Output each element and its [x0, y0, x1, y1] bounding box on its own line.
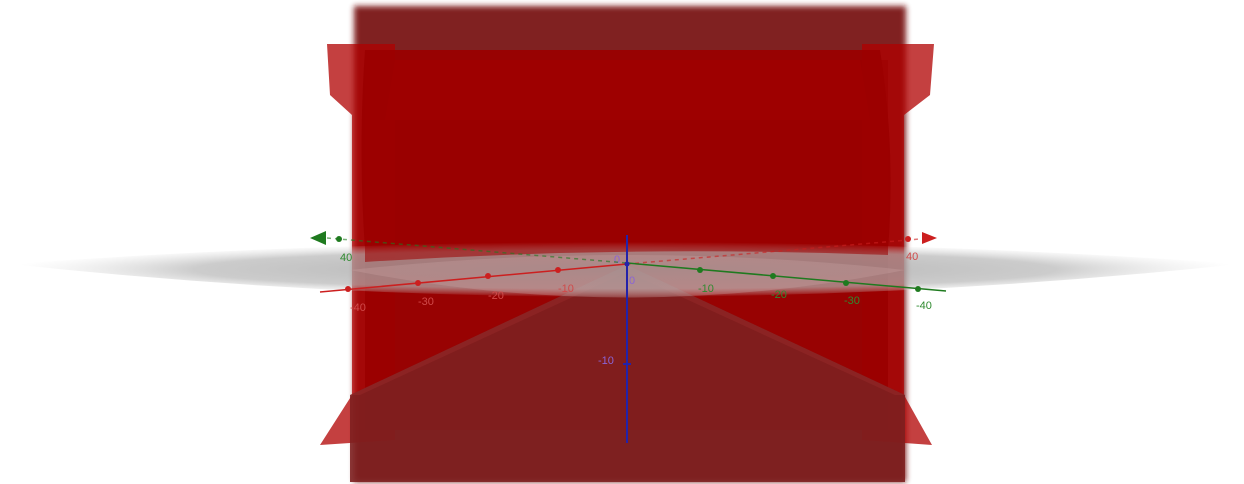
y-tick-label: -30	[844, 295, 860, 307]
x-tick-dot	[415, 280, 421, 286]
x-end-dot	[905, 236, 911, 242]
x-axis-arrow-icon	[922, 232, 937, 244]
y-tick-dot	[770, 273, 776, 279]
x-tick-dot	[555, 267, 561, 273]
y-axis-arrow-icon	[310, 231, 326, 245]
x-tick-dot	[345, 286, 351, 292]
y-end-label: 40	[340, 252, 352, 264]
y-tick-label: -10	[698, 283, 714, 295]
z-tick-label: -10	[598, 355, 614, 367]
surface-upper-front	[365, 60, 888, 262]
x-tick-label: -10	[558, 283, 574, 295]
y-tick-dot	[697, 267, 703, 273]
z-axis: 0 0 -10	[598, 235, 635, 443]
x-end-label: 40	[906, 251, 918, 263]
origin-point	[624, 261, 630, 267]
x-tick-label: -30	[418, 296, 434, 308]
y-tick-dot	[915, 286, 921, 292]
y-tick-dot	[843, 280, 849, 286]
x-tick-label: -40	[350, 302, 366, 314]
z-top-label: 0	[614, 254, 620, 266]
y-tick-label: -40	[916, 300, 932, 312]
y-tick-label: -20	[771, 289, 787, 301]
y-end-dot	[336, 236, 342, 242]
x-tick-label: -20	[488, 290, 504, 302]
x-axis: -40 -30 -20 -10 40	[319, 232, 937, 314]
y-axis: -10 -20 -30 -40 40	[310, 231, 947, 312]
x-tick-dot	[485, 273, 491, 279]
z-origin-label: 0	[629, 275, 635, 287]
